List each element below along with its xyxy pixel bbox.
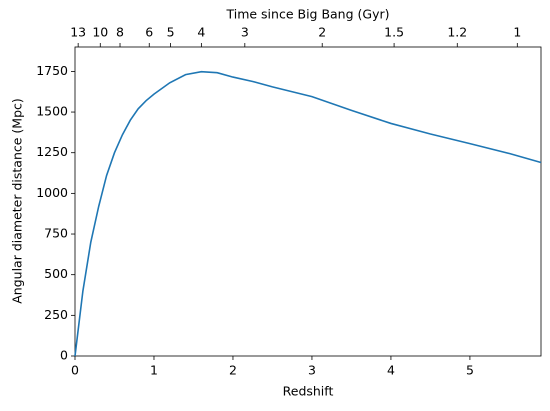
x2-tick-label: 1.5 (384, 25, 404, 40)
x2-tick-label: 1.2 (447, 25, 467, 40)
x-axis-label: Redshift (283, 384, 334, 399)
x-tick-label: 4 (387, 363, 395, 378)
y-tick-label: 0 (60, 348, 68, 363)
x2-tick-label: 4 (197, 25, 205, 40)
x2-axis-label: Time since Big Bang (Gyr) (225, 7, 389, 22)
y-tick-label: 750 (44, 226, 68, 241)
x-tick-label: 0 (71, 363, 79, 378)
y-tick-label: 500 (44, 266, 68, 281)
plot-frame (74, 46, 542, 357)
y-tick-label: 1750 (36, 63, 68, 78)
x2-tick-label: 5 (167, 25, 175, 40)
x2-tick-label: 10 (92, 25, 108, 40)
x2-tick-label: 13 (70, 25, 86, 40)
x-tick-label: 2 (229, 363, 237, 378)
x2-tick-label: 3 (241, 25, 249, 40)
y-tick-label: 1250 (36, 144, 68, 159)
x2-tick-label: 8 (116, 25, 124, 40)
x2-tick-label: 2 (318, 25, 326, 40)
x-tick-label: 3 (308, 363, 316, 378)
x-tick-label: 1 (150, 363, 158, 378)
x2-tick-label: 1 (513, 25, 521, 40)
line-series (74, 70, 542, 357)
y-tick-label: 1000 (36, 185, 68, 200)
y-tick-label: 250 (44, 307, 68, 322)
y-axis-label: Angular diameter distance (Mpc) (10, 98, 25, 304)
x-tick-label: 5 (466, 363, 474, 378)
x2-tick-label: 6 (145, 25, 153, 40)
y-tick-label: 1500 (36, 104, 68, 119)
